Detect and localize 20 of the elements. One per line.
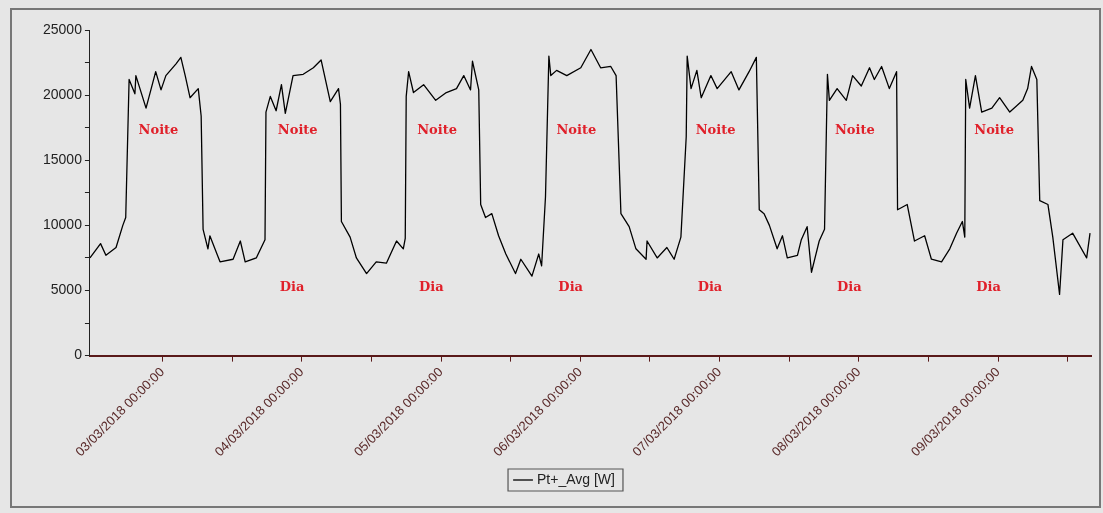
annotation: Dia — [836, 278, 863, 294]
y-tick-label: 5000 — [50, 281, 83, 298]
annotation: Noite — [556, 122, 597, 138]
y-tick-label: 20000 — [42, 85, 83, 102]
annotation: Noite — [974, 122, 1015, 138]
legend-label: Pt+_Avg [W] — [537, 470, 615, 487]
annotation: Noite — [834, 122, 875, 138]
annotation: Noite — [417, 122, 457, 138]
annotation: Dia — [558, 278, 584, 294]
annotation: Noite — [138, 122, 179, 138]
y-tick-label: 25000 — [42, 20, 83, 37]
y-tick-label: 15000 — [42, 151, 83, 168]
annotation: Dia — [279, 278, 305, 294]
annotation: Noite — [277, 122, 318, 138]
y-tick-label: 0 — [74, 346, 83, 363]
annotation: Noite — [695, 122, 736, 138]
y-tick-label: 10000 — [42, 216, 83, 233]
annotation: Dia — [697, 278, 723, 294]
annotation: Dia — [976, 278, 1002, 294]
annotation: Dia — [419, 278, 445, 294]
